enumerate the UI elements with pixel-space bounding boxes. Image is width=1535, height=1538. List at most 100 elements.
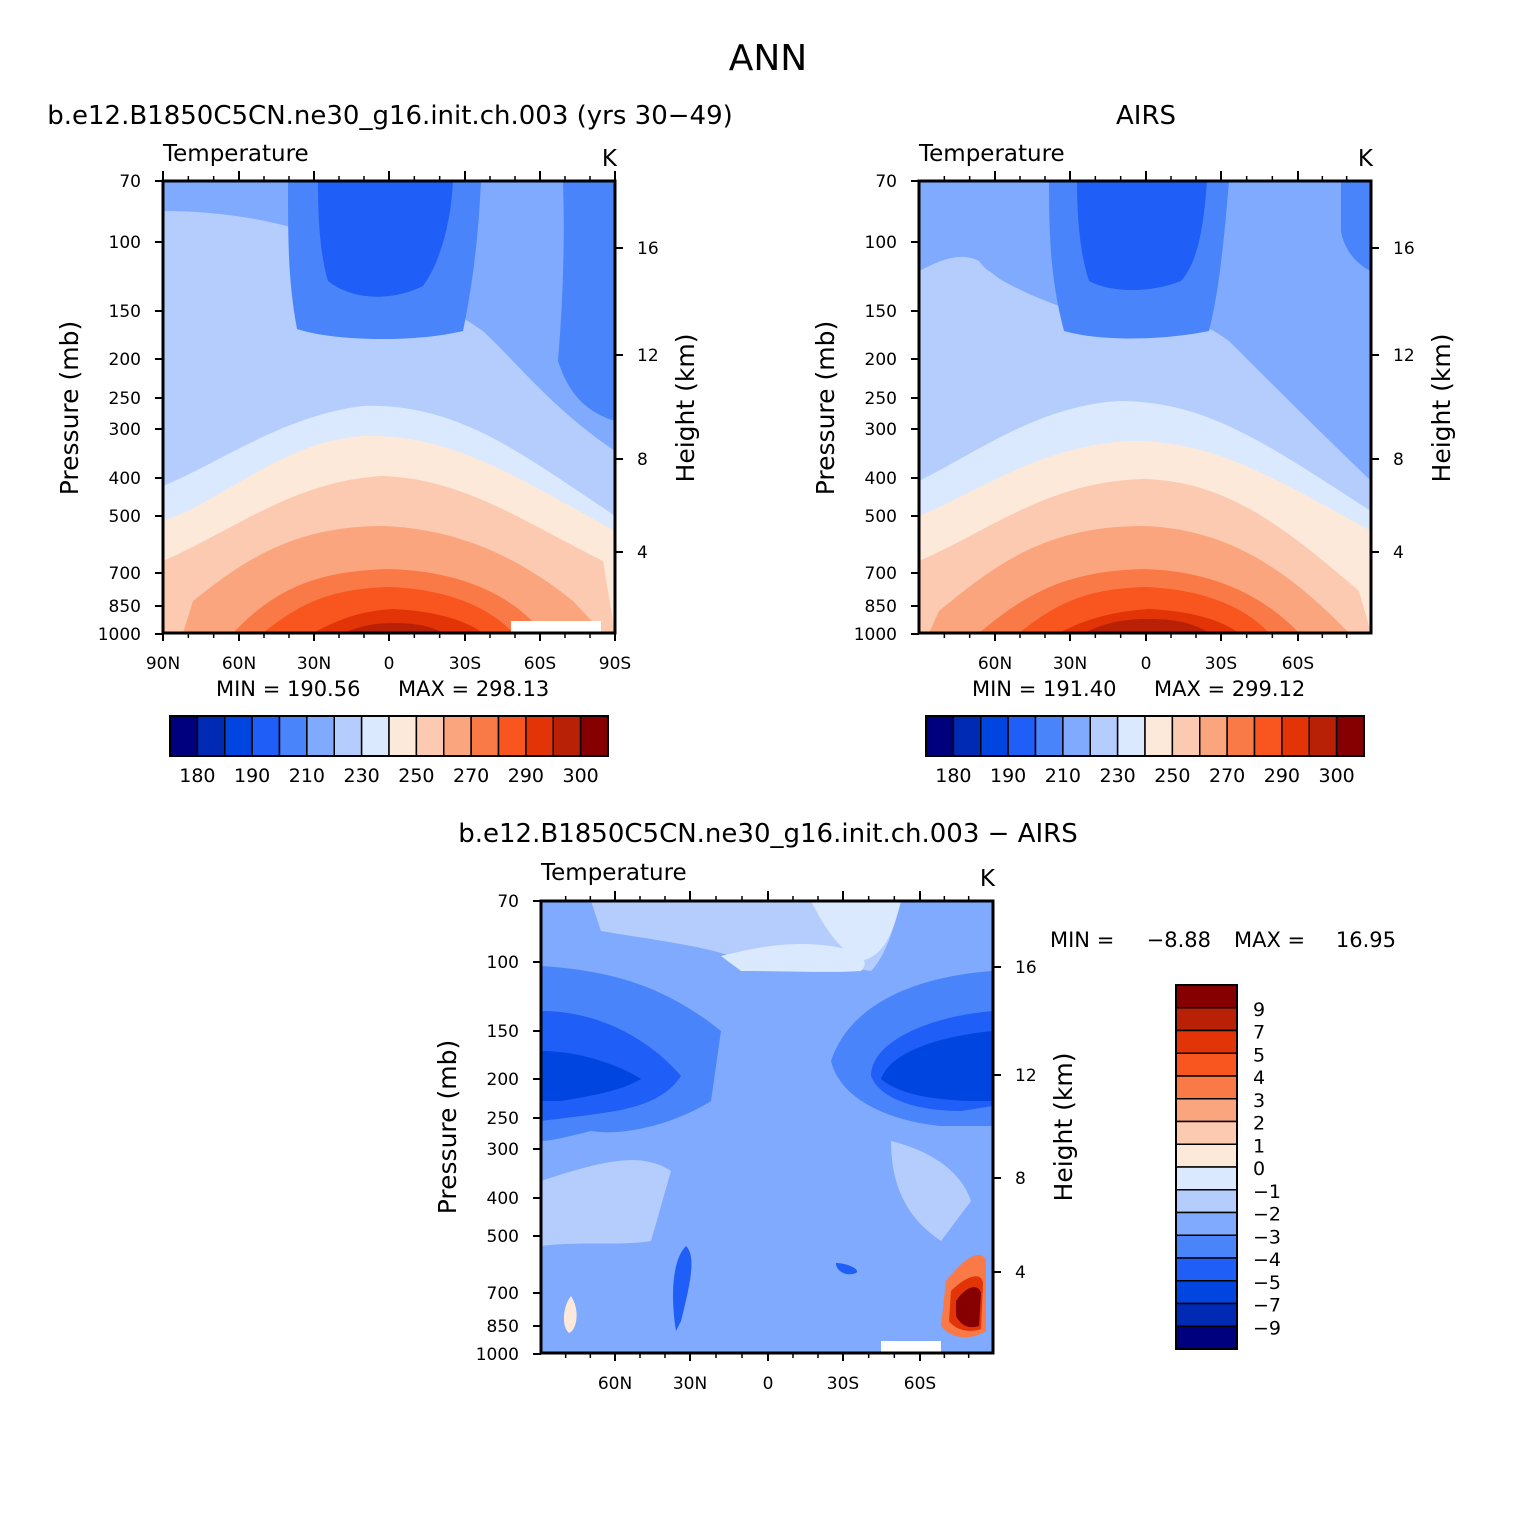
panel-obs-units: K xyxy=(1358,146,1374,172)
colorbar-swatch xyxy=(443,715,472,757)
colorbar-label: 250 xyxy=(398,765,434,787)
contour-band-12 xyxy=(343,623,443,633)
colorbar-swatch xyxy=(980,715,1009,757)
contour-band-11 xyxy=(881,1031,993,1101)
colorbar-swatch xyxy=(1062,715,1091,757)
x-tick-label: 30S xyxy=(449,654,481,674)
panel-diff-ylabel: Pressure (mb) xyxy=(433,1040,462,1214)
colorbar-swatch xyxy=(360,715,390,757)
contour-band-1 xyxy=(919,181,1371,481)
colorbar-label: 180 xyxy=(935,765,971,787)
colorbar-label: 2 xyxy=(1253,1113,1265,1135)
y-tick-label: 100 xyxy=(865,233,897,253)
colorbar-swatch xyxy=(1175,1029,1238,1054)
y-tick-label: 200 xyxy=(865,350,897,370)
y-tick-label: 500 xyxy=(865,507,897,527)
colorbar-swatch xyxy=(1335,715,1365,757)
colorbar-swatch xyxy=(1175,1189,1238,1214)
colorbar-swatch xyxy=(1175,1257,1238,1282)
colorbar-swatch xyxy=(1308,715,1338,757)
x-tick-label: 60S xyxy=(904,1374,936,1394)
colorbar-label: −2 xyxy=(1253,1204,1281,1226)
colorbar-frame xyxy=(925,715,1365,757)
colorbar-swatch xyxy=(415,715,445,757)
colorbar-swatch xyxy=(1034,715,1064,757)
panel-obs-plot: 70 100 150 200 250 300 400 500 700 850 1000 16 12 8 4 6… xyxy=(854,171,1415,674)
contour-band-10 xyxy=(541,1051,641,1101)
y-tick-label: 1000 xyxy=(854,625,897,645)
contour-band-13 xyxy=(1084,619,1209,633)
colorbar-swatch xyxy=(1089,715,1119,757)
colorbar-label: 4 xyxy=(1253,1067,1265,1089)
colorbar-swatch xyxy=(1175,1052,1238,1077)
colorbar-label: 270 xyxy=(1209,765,1245,787)
panel-model-ylabel: Pressure (mb) xyxy=(55,321,84,495)
y-tick-label: 300 xyxy=(487,1140,519,1160)
y-tick-label: 400 xyxy=(865,469,897,489)
y2-tick-label: 8 xyxy=(637,450,648,470)
panel-model-title: b.e12.B1850C5CN.ne30_g16.init.ch.003 (yr… xyxy=(47,101,733,131)
y-tick-label: 150 xyxy=(487,1022,519,1042)
colorbar-swatch xyxy=(251,715,281,757)
x-tick-label: 0 xyxy=(763,1374,774,1394)
y2-tick-label: 12 xyxy=(1015,1066,1037,1086)
y-tick-label: 150 xyxy=(109,302,141,322)
panel-obs-title: AIRS xyxy=(1116,101,1176,131)
y-tick-label: 1000 xyxy=(98,625,141,645)
colorbar-swatch xyxy=(579,715,609,757)
contour-band-12 xyxy=(673,1246,692,1331)
colorbar-swatch xyxy=(1253,715,1283,757)
y-tick-label: 700 xyxy=(865,564,897,584)
y-tick-label: 70 xyxy=(875,172,897,192)
colorbar-label: 300 xyxy=(1318,765,1354,787)
colorbar-label: 1 xyxy=(1253,1135,1265,1157)
y-tick-label: 850 xyxy=(109,597,141,617)
colorbar-swatch xyxy=(1226,715,1256,757)
contour-band-4 xyxy=(1341,181,1371,271)
panel-diff-title: b.e12.B1850C5CN.ne30_g16.init.ch.003 − A… xyxy=(458,819,1077,849)
panel-diff-y2label: Height (km) xyxy=(1049,1053,1078,1202)
colorbar-swatch xyxy=(1175,984,1238,1009)
colorbar-swatch xyxy=(1175,1143,1238,1168)
colorbar-label: 190 xyxy=(234,765,270,787)
missing-data xyxy=(881,1341,941,1353)
contour-band-5 xyxy=(891,1141,971,1241)
y-tick-label: 200 xyxy=(487,1070,519,1090)
colorbar-swatch xyxy=(1144,715,1174,757)
colorbar-label: 0 xyxy=(1253,1158,1265,1180)
y-tick-label: 400 xyxy=(109,469,141,489)
colorbar-swatch xyxy=(1175,1211,1238,1236)
panel-model-min-label: MIN = 190.56 xyxy=(216,677,360,701)
colorbar-swatch xyxy=(1281,715,1310,757)
contour-band-5 xyxy=(1077,181,1207,290)
colorbar-swatch xyxy=(952,715,982,757)
x-tick-label: 60N xyxy=(978,654,1012,674)
colorbar-swatch xyxy=(525,715,554,757)
colorbar-swatch xyxy=(1007,715,1037,757)
colorbar-swatch xyxy=(1175,1234,1238,1259)
colorbar-swatch xyxy=(169,715,199,757)
colorbar-swatch xyxy=(1116,715,1146,757)
colorbar-label: −1 xyxy=(1253,1181,1281,1203)
x-tick-label: 0 xyxy=(384,654,395,674)
y-tick-label: 150 xyxy=(865,302,897,322)
colorbar-frame xyxy=(1175,984,1238,1350)
colorbar-swatch xyxy=(1175,1325,1238,1350)
y-tick-label: 250 xyxy=(487,1109,519,1129)
y2-tick-label: 4 xyxy=(1015,1263,1026,1283)
colorbar-swatch xyxy=(1175,1007,1238,1032)
colorbar-swatch xyxy=(224,715,253,757)
colorbar-swatch xyxy=(196,715,226,757)
colorbar-swatch xyxy=(1171,715,1201,757)
contour-fill xyxy=(919,181,1371,633)
contour-band-2 xyxy=(721,944,865,972)
colorbar-label: −5 xyxy=(1253,1272,1281,1294)
panel-model-max-label: MAX = 298.13 xyxy=(398,677,549,701)
colorbar-label: 7 xyxy=(1253,1022,1265,1044)
x-tick-label: 30S xyxy=(1205,654,1237,674)
x-tick-label: 30S xyxy=(827,1374,859,1394)
colorbar-swatch xyxy=(1175,1120,1238,1145)
contour-band-11 xyxy=(313,609,483,633)
y-tick-label: 500 xyxy=(109,507,141,527)
colorbar-swatch xyxy=(1175,1280,1238,1305)
